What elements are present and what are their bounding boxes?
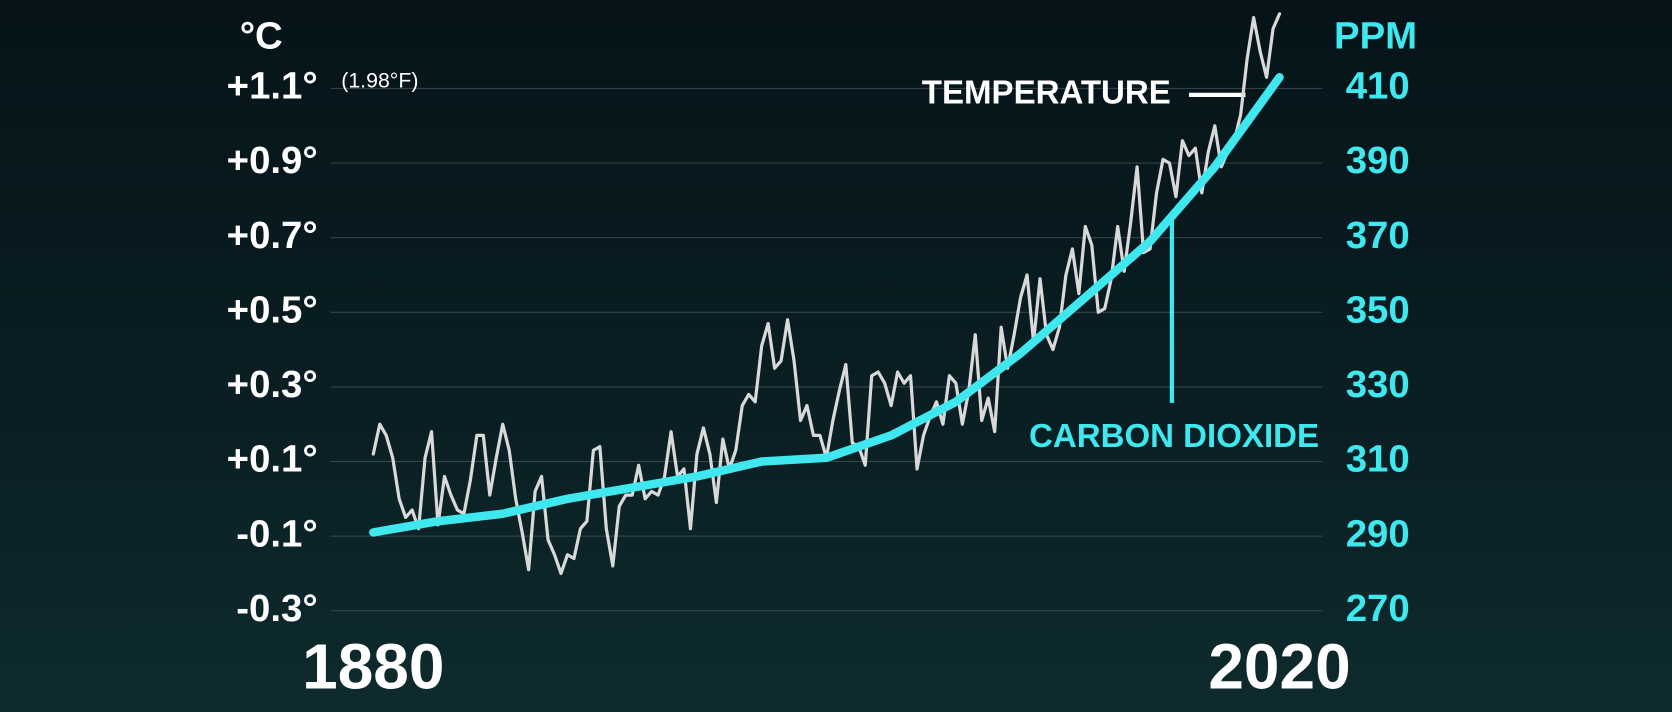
y-tick-label: +0.9°: [227, 139, 318, 182]
x-tick-label: 2020: [1208, 630, 1350, 702]
y2-tick-label: 310: [1346, 438, 1410, 481]
y-unit: °C: [240, 15, 283, 58]
y2-tick-label: 330: [1346, 363, 1410, 406]
series-line: [369, 73, 1284, 537]
y-tick-label: +0.1°: [227, 438, 318, 481]
plot: [369, 12, 1284, 576]
y-tick-label: -0.1°: [236, 512, 317, 555]
y2-tick-label: 410: [1346, 65, 1410, 108]
y2-tick-label: 290: [1346, 512, 1410, 555]
y2-tick-label: 270: [1346, 587, 1410, 630]
y2-tick-label: 370: [1346, 214, 1410, 257]
series-label: TEMPERATURE: [922, 75, 1171, 112]
series-label: CARBON DIOXIDE: [1029, 418, 1319, 455]
y-tick-label: +0.3°: [227, 363, 318, 406]
y-tick-label: +0.5°: [227, 288, 318, 331]
y-tick-label: +0.7°: [227, 214, 318, 257]
y2-tick-label: 390: [1346, 139, 1410, 182]
y-tick-label: +1.1°: [227, 65, 318, 108]
grid: [330, 87, 1323, 612]
y2-tick-label: 350: [1346, 288, 1410, 331]
x-tick-label: 1880: [302, 630, 444, 702]
y-note: (1.98°F): [341, 69, 418, 93]
y2-unit: PPM: [1334, 15, 1417, 58]
y-tick-label: -0.3°: [236, 587, 317, 630]
